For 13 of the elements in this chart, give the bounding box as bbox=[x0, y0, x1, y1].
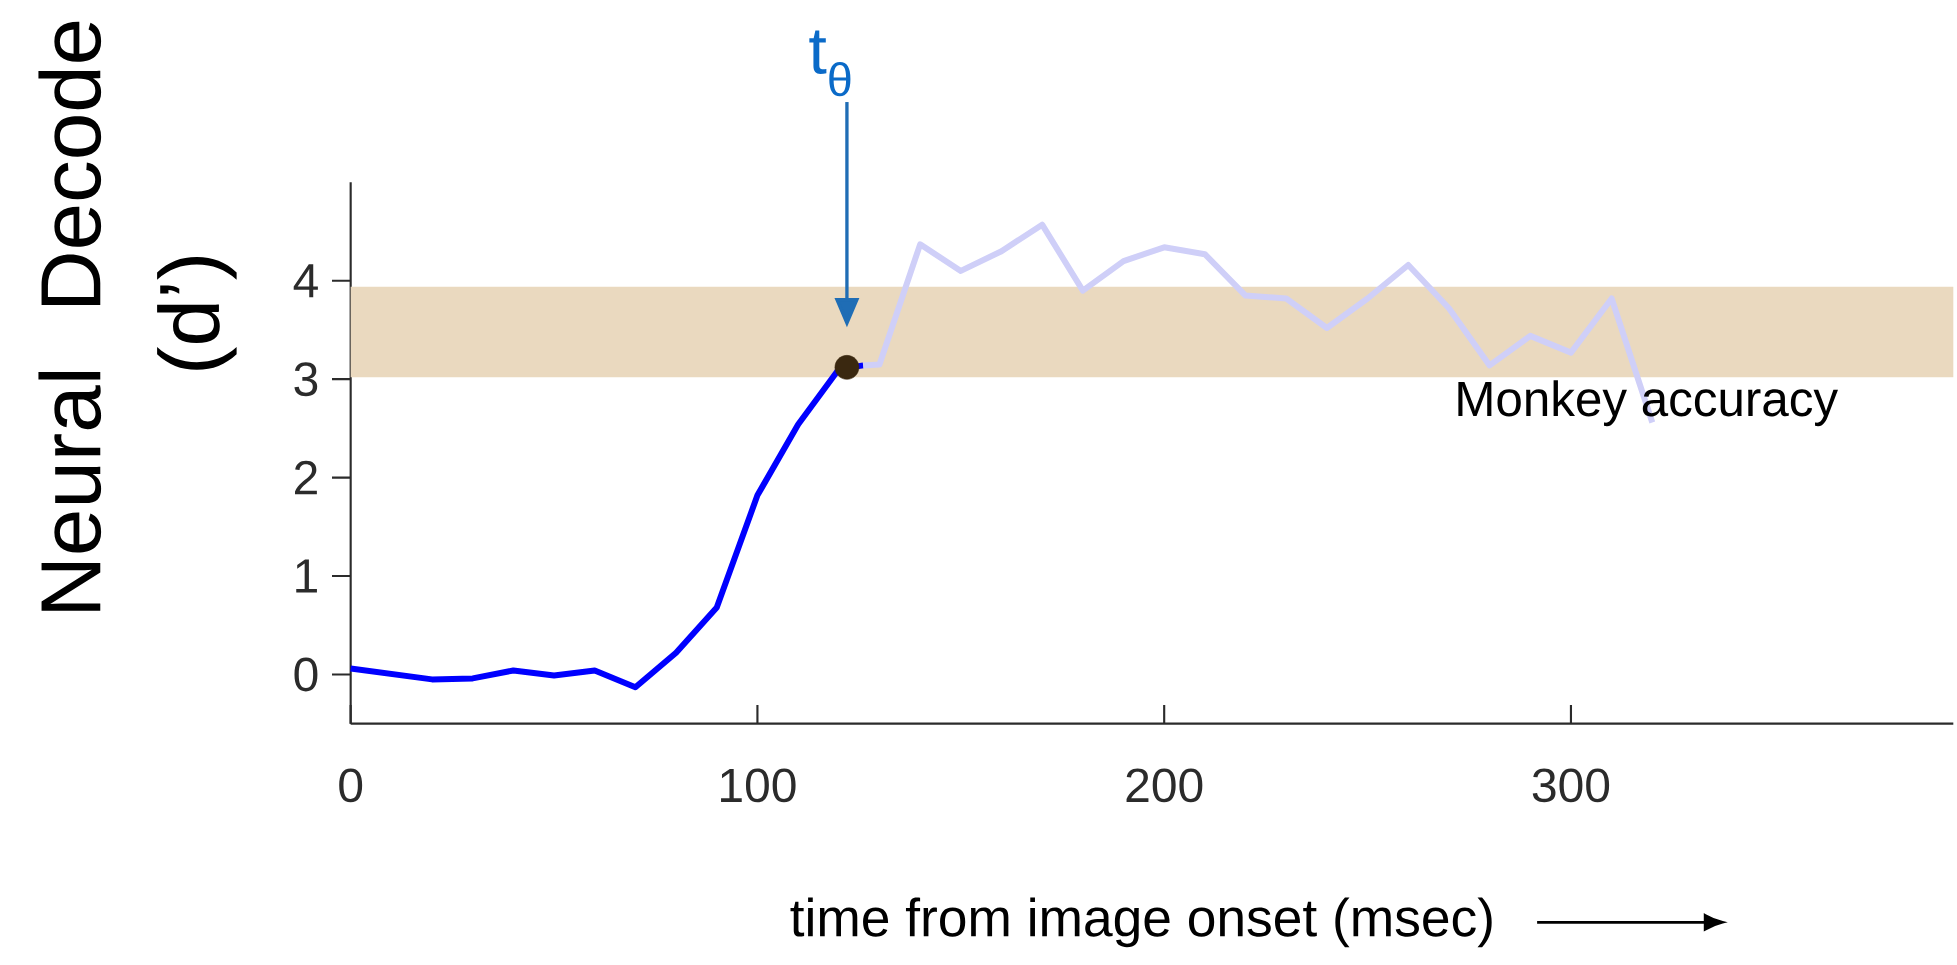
x-tick-label: 300 bbox=[1532, 768, 1610, 803]
x-tick-label: 0 bbox=[339, 768, 363, 803]
y-tick-label: 2 bbox=[295, 460, 317, 495]
y-tick-label: 0 bbox=[294, 657, 318, 692]
y-axis-title: Neural Decode (d’) bbox=[38, 21, 237, 611]
y-tick-label: 4 bbox=[293, 264, 318, 298]
y-tick-label: 1 bbox=[296, 559, 317, 593]
x-tick-label: 200 bbox=[1126, 768, 1203, 803]
text: t$_{θ}$ bbox=[809, 30, 851, 97]
x-tick-label: 100 bbox=[721, 768, 796, 803]
x-axis-title: time from image onset (msec) bbox=[790, 897, 1492, 948]
band-label: Monkey accuracy bbox=[1458, 380, 1838, 427]
y-tick-label: 3 bbox=[294, 362, 318, 397]
